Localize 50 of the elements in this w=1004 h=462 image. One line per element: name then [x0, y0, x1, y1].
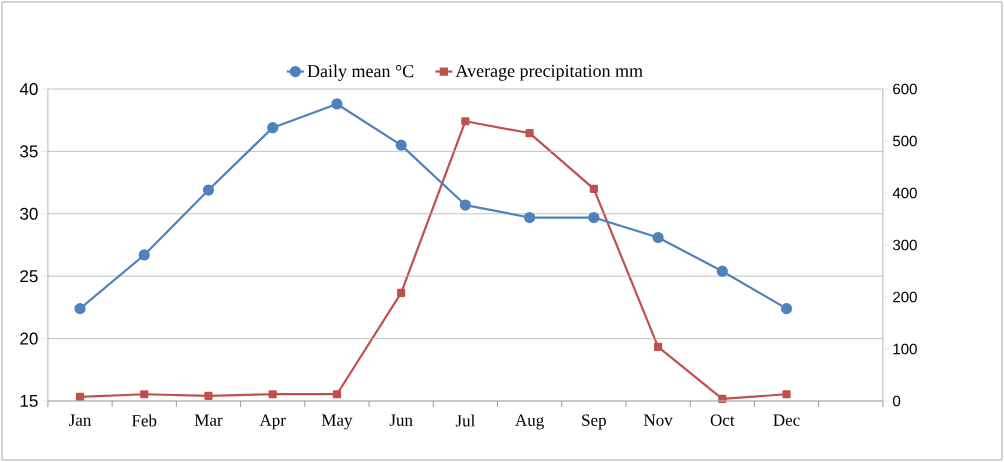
y2-tick-label: 500: [893, 135, 917, 147]
point: [461, 117, 470, 126]
point: [267, 122, 279, 134]
point: [652, 231, 664, 244]
point: [204, 391, 213, 400]
point: [202, 184, 215, 196]
x-tick-label: Jul: [455, 414, 475, 427]
point: [459, 199, 471, 211]
y-tick-label: 35: [20, 145, 38, 158]
point: [782, 390, 791, 399]
x-tick-label: Sep: [582, 414, 606, 430]
x-tick-label: Dec: [773, 414, 800, 426]
x-tick-label: Oct: [710, 414, 735, 426]
y2-tick-label: 300: [892, 239, 917, 251]
x-tick-label: Apr: [259, 414, 286, 430]
point: [138, 249, 150, 261]
point: [332, 390, 342, 399]
x-tick-label: Aug: [515, 414, 544, 430]
point: [395, 139, 407, 151]
point: [331, 98, 343, 110]
y2-tick-label: 400: [892, 187, 917, 199]
y-tick-label: 25: [20, 270, 38, 283]
point: [268, 390, 277, 399]
y-tick-label: 30: [20, 207, 38, 220]
x-tick-label: Mar: [194, 414, 223, 426]
legend-label: Daily mean °C: [307, 64, 414, 81]
x-tick-label: Jun: [389, 414, 413, 426]
point: [74, 303, 86, 315]
x-tick-label: Jan: [69, 414, 92, 426]
y2-tick-label: 200: [893, 291, 917, 303]
point: [525, 129, 534, 138]
y-tick-label: 40: [19, 82, 38, 96]
point: [780, 303, 793, 315]
point: [397, 288, 406, 297]
x-tick-label: May: [321, 414, 353, 430]
x-tick-label: Nov: [643, 414, 673, 426]
x-tick-label: Feb: [131, 414, 157, 427]
legend-label: Average precipitation mm: [455, 64, 643, 81]
point: [524, 211, 536, 224]
y-tick-label: 20: [20, 332, 38, 345]
point: [653, 342, 663, 352]
y2-tick-label: 600: [893, 83, 917, 95]
y-tick-label: 15: [20, 395, 38, 407]
point: [588, 211, 600, 224]
point: [140, 390, 149, 399]
y2-tick-label: 100: [893, 343, 917, 355]
point: [75, 392, 85, 401]
y2-tick-label: 0: [893, 395, 901, 407]
point: [716, 265, 728, 277]
point: [589, 184, 598, 193]
